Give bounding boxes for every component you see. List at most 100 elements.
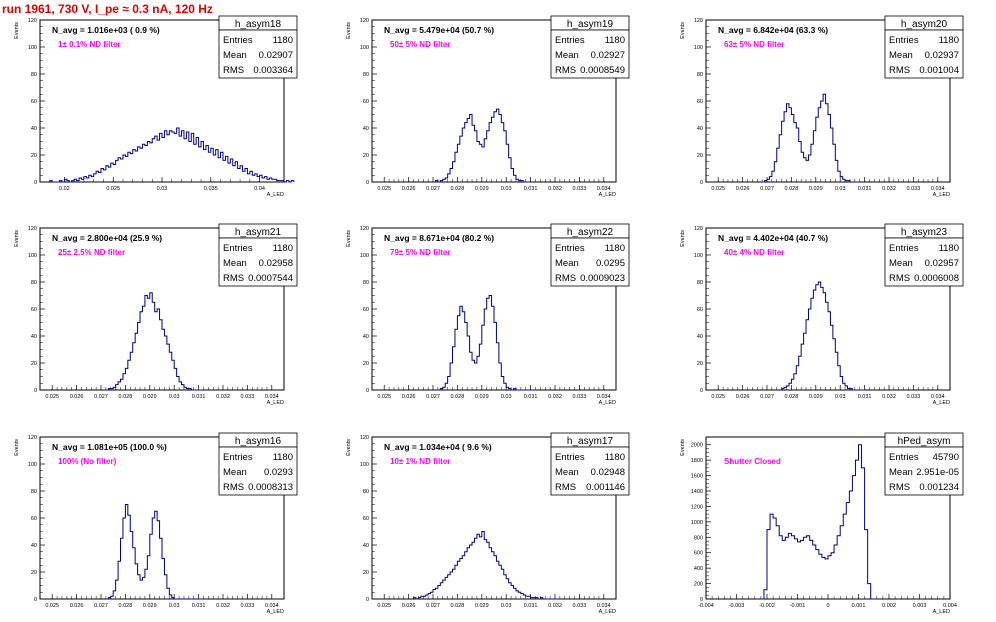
- histogram-line: [760, 444, 877, 600]
- x-tick-label: 0.031: [192, 603, 206, 609]
- histogram-line: [779, 281, 865, 391]
- stats-label: RMS: [889, 273, 910, 284]
- stats-label: Entries: [223, 243, 253, 254]
- stats-label: RMS: [889, 482, 910, 493]
- stats-value: 0.0293: [264, 467, 293, 478]
- histogram-line: [433, 108, 531, 183]
- histogram-name: h_asym20: [901, 19, 948, 30]
- x-tick-label: 0.027: [760, 186, 774, 192]
- stats-label: RMS: [555, 482, 576, 493]
- x-tick-label: 0.025: [377, 394, 391, 400]
- filter-annotation: 25± 2.5% ND filter: [58, 248, 125, 257]
- y-tick-label: 80: [31, 489, 37, 495]
- y-tick-label: 120: [28, 226, 37, 232]
- y-tick-label: 1200: [691, 504, 703, 510]
- y-tick-label: 40: [31, 126, 37, 132]
- x-tick-label: 0.028: [785, 186, 799, 192]
- x-tick-label: 0.034: [597, 603, 611, 609]
- stats-label: Entries: [889, 35, 919, 46]
- histogram-name: hPed_asym: [898, 436, 951, 447]
- n-avg-label: N_avg = 6.842e+04 (63.3 %): [718, 25, 828, 35]
- x-tick-label: 0.029: [475, 394, 489, 400]
- x-tick-label: 0.033: [241, 603, 255, 609]
- y-tick-label: 80: [697, 72, 703, 78]
- histogram-panel: 0 20 40 60 80 100 120 0.025 0.026 0.027 0.028 0.029…: [680, 15, 964, 198]
- stats-value: 45790: [933, 452, 959, 463]
- histogram-name: h_asym16: [235, 436, 282, 447]
- x-tick-label: 0.034: [597, 394, 611, 400]
- x-tick-label: 0.029: [809, 394, 823, 400]
- stats-value: 0.0008549: [580, 65, 625, 76]
- y-tick-label: 60: [363, 307, 369, 313]
- x-tick-label: 0.026: [70, 603, 84, 609]
- x-tick-label: 0.031: [192, 394, 206, 400]
- x-tick-label: 0.025: [711, 394, 725, 400]
- x-tick-label: 0.026: [402, 603, 416, 609]
- x-axis-title: A_LED: [599, 609, 616, 615]
- x-tick-label: 0.03: [169, 603, 180, 609]
- stats-value: 0.02948: [591, 467, 625, 478]
- y-tick-label: 20: [31, 153, 37, 159]
- histogram-panel: 0 20 40 60 80 100 120 0.025 0.026 0.027 0.028 0.029…: [680, 223, 964, 406]
- filter-annotation: 10± 1% ND filter: [390, 457, 450, 466]
- y-tick-label: 80: [363, 72, 369, 78]
- histogram-name: h_asym22: [567, 227, 614, 238]
- x-tick-label: 0.029: [475, 186, 489, 192]
- filter-annotation: 50± 5% ND filter: [390, 40, 450, 49]
- x-tick-label: 0.032: [548, 186, 562, 192]
- x-tick-label: 0.026: [402, 394, 416, 400]
- x-tick-label: 0.026: [70, 394, 84, 400]
- histogram-name: h_asym23: [901, 227, 948, 238]
- x-tick-label: 0.027: [426, 603, 440, 609]
- x-tick-label: 0.029: [475, 603, 489, 609]
- x-tick-label: 0.028: [451, 394, 465, 400]
- stats-label: Mean: [555, 467, 579, 478]
- filter-annotation: 63± 5% ND filter: [724, 40, 784, 49]
- y-tick-label: 80: [697, 280, 703, 286]
- stats-box: [218, 29, 298, 79]
- x-tick-label: 0.027: [760, 394, 774, 400]
- x-tick-label: 0.025: [711, 186, 725, 192]
- y-tick-label: 0: [700, 597, 703, 603]
- y-tick-label: 100: [360, 462, 369, 468]
- stats-box: [884, 237, 964, 287]
- x-tick-label: 0.028: [119, 394, 133, 400]
- histogram-line: [437, 295, 536, 391]
- histogram-panel: 0 20 40 60 80 100 120 0.025 0.026 0.027 0.028 0.029…: [14, 432, 298, 615]
- stats-value: 0.02927: [591, 50, 625, 61]
- x-tick-label: 0.025: [377, 186, 391, 192]
- stats-box: [550, 446, 630, 496]
- y-tick-label: 0: [700, 388, 703, 394]
- stats-label: Mean: [223, 258, 247, 269]
- y-tick-label: 0: [366, 180, 369, 186]
- y-axis-title: Events: [680, 439, 686, 456]
- y-tick-label: 20: [697, 153, 703, 159]
- histogram-name: h_asym17: [567, 436, 614, 447]
- x-tick-label: 0.004: [943, 603, 957, 609]
- y-tick-label: 100: [28, 253, 37, 259]
- y-tick-label: 60: [697, 307, 703, 313]
- y-tick-label: 1000: [691, 520, 703, 526]
- stats-box: [550, 29, 630, 79]
- n-avg-label: N_avg = 8.671e+04 (80.2 %): [384, 233, 494, 243]
- histogram-panel: 0 200 400 600 800 1000 1200 1400 1600 1800 2000 -0.…: [680, 432, 964, 615]
- y-axis-title: Events: [14, 230, 20, 247]
- filter-annotation: 1± 0.1% ND filter: [58, 40, 121, 49]
- y-tick-label: 100: [694, 45, 703, 51]
- stats-label: RMS: [223, 482, 244, 493]
- y-tick-label: 600: [694, 551, 703, 557]
- histogram-line: [762, 93, 860, 183]
- x-tick-label: 0.032: [548, 394, 562, 400]
- x-tick-label: 0.04: [254, 186, 265, 192]
- n-avg-label: N_avg = 5.479e+04 (50.7 %): [384, 25, 494, 35]
- x-tick-label: 0: [826, 603, 829, 609]
- histogram-line: [49, 127, 295, 183]
- filter-annotation: 40± 4% ND filter: [724, 248, 784, 257]
- x-tick-label: 0.032: [882, 186, 896, 192]
- y-axis-title: Events: [14, 439, 20, 456]
- y-tick-label: 1800: [691, 458, 703, 464]
- stats-label: Entries: [555, 35, 585, 46]
- y-tick-label: 40: [31, 334, 37, 340]
- y-tick-label: 100: [28, 462, 37, 468]
